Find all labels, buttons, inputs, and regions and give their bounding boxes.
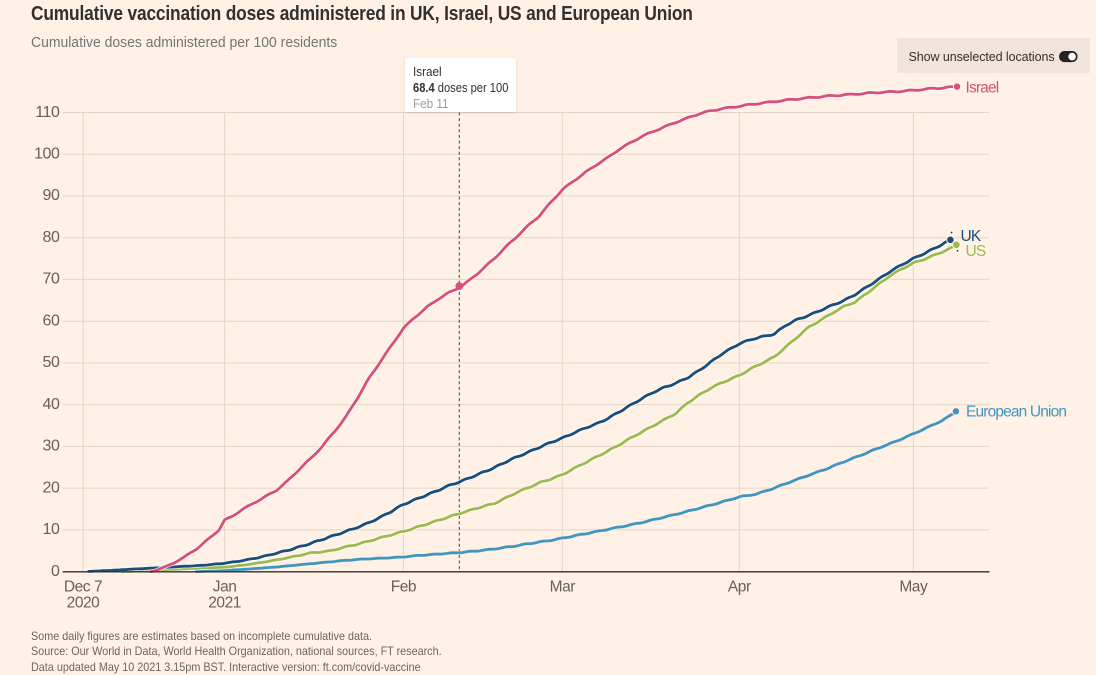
svg-text:100: 100	[34, 146, 60, 163]
svg-text:Dec 7: Dec 7	[64, 579, 102, 596]
svg-text:0: 0	[51, 563, 60, 580]
svg-text:Apr: Apr	[728, 579, 751, 596]
svg-text:20: 20	[43, 479, 60, 496]
svg-text:60: 60	[43, 313, 60, 330]
svg-text:110: 110	[35, 104, 60, 121]
svg-text:30: 30	[43, 438, 60, 455]
svg-text:US: US	[966, 243, 986, 260]
svg-text:90: 90	[43, 187, 60, 204]
svg-text:Israel: Israel	[966, 79, 999, 96]
svg-text:2020: 2020	[67, 595, 101, 612]
svg-text:2021: 2021	[208, 595, 241, 612]
svg-text:40: 40	[43, 396, 60, 413]
svg-text:70: 70	[43, 271, 60, 288]
svg-text:Mar: Mar	[550, 579, 576, 596]
svg-text:UK: UK	[961, 228, 982, 245]
svg-text:European Union: European Union	[966, 403, 1066, 420]
svg-text:Feb: Feb	[391, 579, 416, 596]
svg-text:10: 10	[43, 521, 60, 538]
svg-text:May: May	[899, 579, 928, 596]
svg-text:50: 50	[43, 354, 60, 371]
svg-text:Jan: Jan	[213, 579, 237, 596]
svg-text:80: 80	[43, 229, 60, 246]
